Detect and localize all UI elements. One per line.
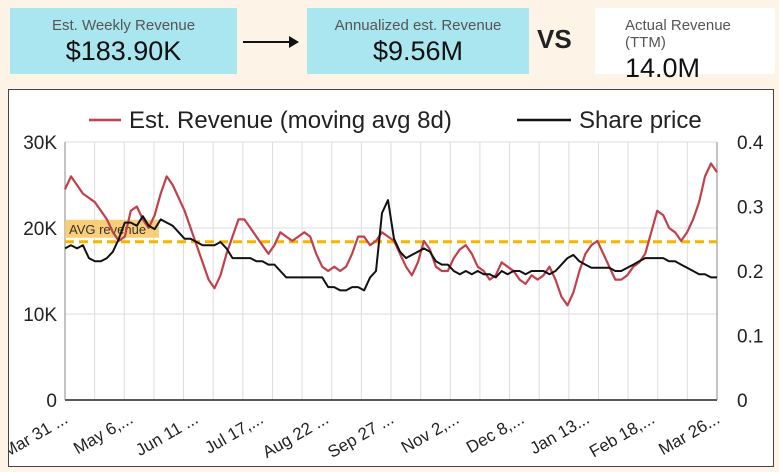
- legend-price-label: Share price: [579, 107, 702, 134]
- y-right-tick-label: 0.1: [737, 327, 763, 348]
- x-tick-label: Jun 11 ...: [132, 409, 201, 460]
- actual-revenue-label: Actual Revenue (TTM): [625, 17, 731, 51]
- x-tick-label: Nov 2,...: [398, 409, 462, 457]
- x-tick-label: Mar 31 ...: [9, 409, 71, 461]
- y-left-tick-label: 0: [46, 391, 57, 412]
- annualized-revenue-card: Annualized est. Revenue $9.56M: [307, 8, 529, 74]
- y-right-tick-label: 0: [737, 391, 748, 412]
- revenue-chart: 0 10K 20K 30K 0 0.1 0.2 0.3 0.4 Mar 31 ... May 6,.…: [8, 89, 774, 467]
- x-tick-label: Sep 27 ...: [324, 409, 397, 462]
- legend-revenue-label: Est. Revenue (moving avg 8d): [129, 107, 452, 134]
- weekly-revenue-label: Est. Weekly Revenue: [51, 17, 196, 34]
- x-tick-label: Mar 26...: [655, 409, 723, 459]
- x-tick-label: Jan 13...: [527, 409, 593, 458]
- annualized-revenue-value: $9.56M: [372, 36, 464, 66]
- revenue-series-line: [64, 162, 718, 307]
- x-tick-label: Dec 8,...: [463, 409, 527, 457]
- y-right-tick-label: 0.2: [737, 262, 763, 283]
- x-tick-label: Aug 22 ...: [259, 409, 332, 462]
- weekly-revenue-value: $183.90K: [65, 36, 182, 66]
- y-left-tick-label: 30K: [23, 133, 57, 154]
- y-left-tick-label: 20K: [23, 219, 57, 240]
- annualized-revenue-label: Annualized est. Revenue: [334, 17, 502, 34]
- share-price-series-line: [64, 199, 717, 292]
- y-right-tick-label: 0.3: [737, 198, 763, 219]
- x-tick-label: Jul 17,...: [201, 409, 266, 458]
- vs-label: VS: [537, 24, 572, 54]
- actual-revenue-card: Actual Revenue (TTM) 14.0M: [595, 8, 775, 83]
- y-right-tick-label: 0.4: [737, 133, 764, 154]
- actual-revenue-value: 14.0M: [625, 53, 701, 83]
- arrow-right-icon: [243, 36, 299, 48]
- x-tick-label: Feb 18,...: [586, 409, 658, 461]
- x-tick-label: May 6,...: [70, 409, 136, 458]
- chart-canvas: 0 10K 20K 30K 0 0.1 0.2 0.3 0.4 Mar 31 ... May 6,.…: [9, 107, 764, 462]
- y-left-tick-label: 10K: [23, 305, 57, 326]
- weekly-revenue-card: Est. Weekly Revenue $183.90K: [10, 8, 237, 74]
